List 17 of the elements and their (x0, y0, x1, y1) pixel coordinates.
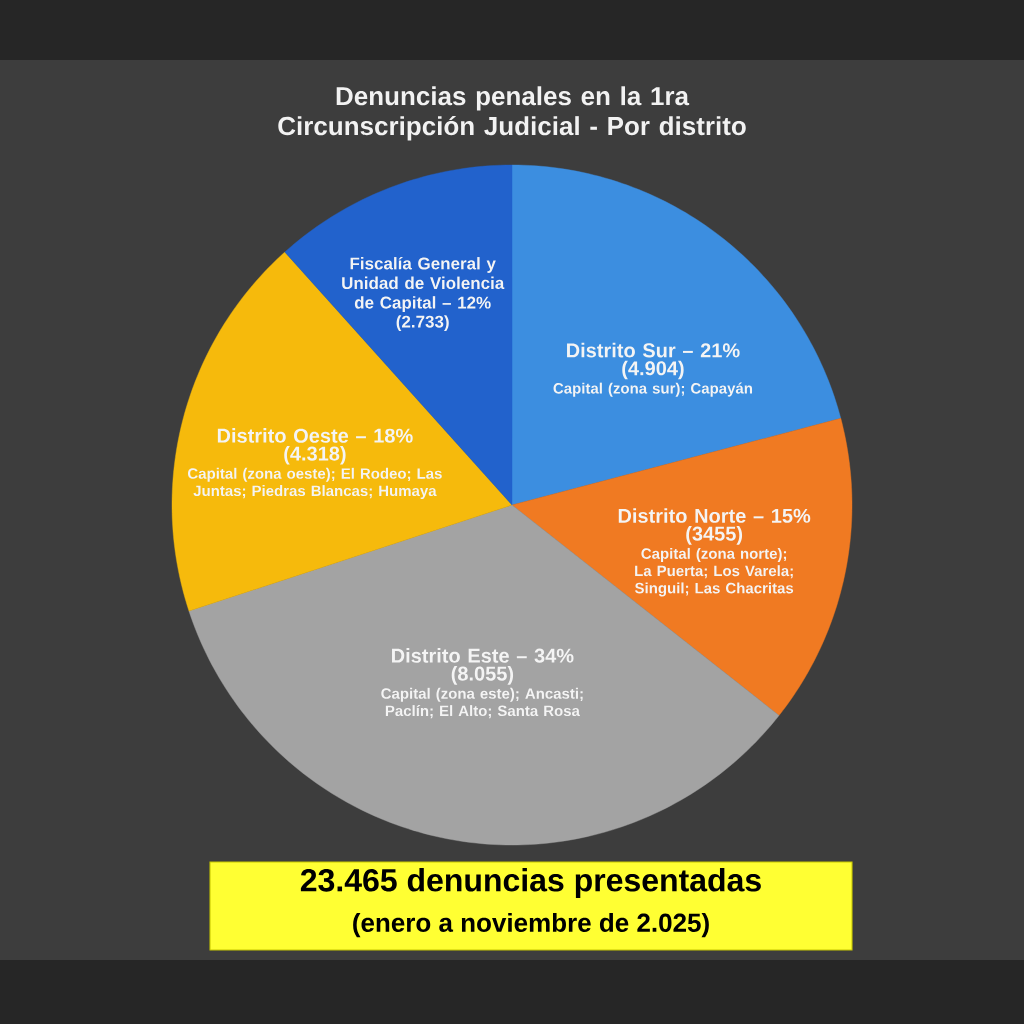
text: (enero a noviembre de 2.025) (353, 912, 709, 938)
text: 23.465 denuncias presentadas (300, 868, 761, 898)
data-label: (4.904) (622, 360, 684, 380)
text: Capital (zona este); Ancasti; Paclín; El Alto; Santa Rosa (381, 687, 583, 719)
slice-label: Fiscalía General y Unidad de Violencia de Capital – 12% (342, 256, 505, 312)
slice-label: Distrito Sur – 21% (567, 342, 740, 358)
slice-label: Distrito Este – 34% (392, 648, 574, 663)
text: Capital (zona oeste); El Rodeo; Las Juntas; Piedras Blancas; Humaya (188, 467, 442, 500)
chart-title: Denuncias penales en la 1ra Circunscripción Judicial - Por distrito (278, 86, 746, 141)
data-label: (8.055) (451, 666, 514, 685)
text: Capital (zona norte); La Puerta; Los Varela; Singuil; Las Chacritas (634, 547, 794, 597)
data-label: (3455) (686, 526, 743, 545)
data-label: (4.318) (284, 445, 346, 465)
slice-label: Distrito Norte – 15% (618, 508, 811, 523)
slice-label: Distrito Oeste – 18% (217, 428, 413, 443)
data-label: (2.733) (396, 315, 449, 332)
text: Capital (zona sur); Capayán (553, 382, 753, 397)
